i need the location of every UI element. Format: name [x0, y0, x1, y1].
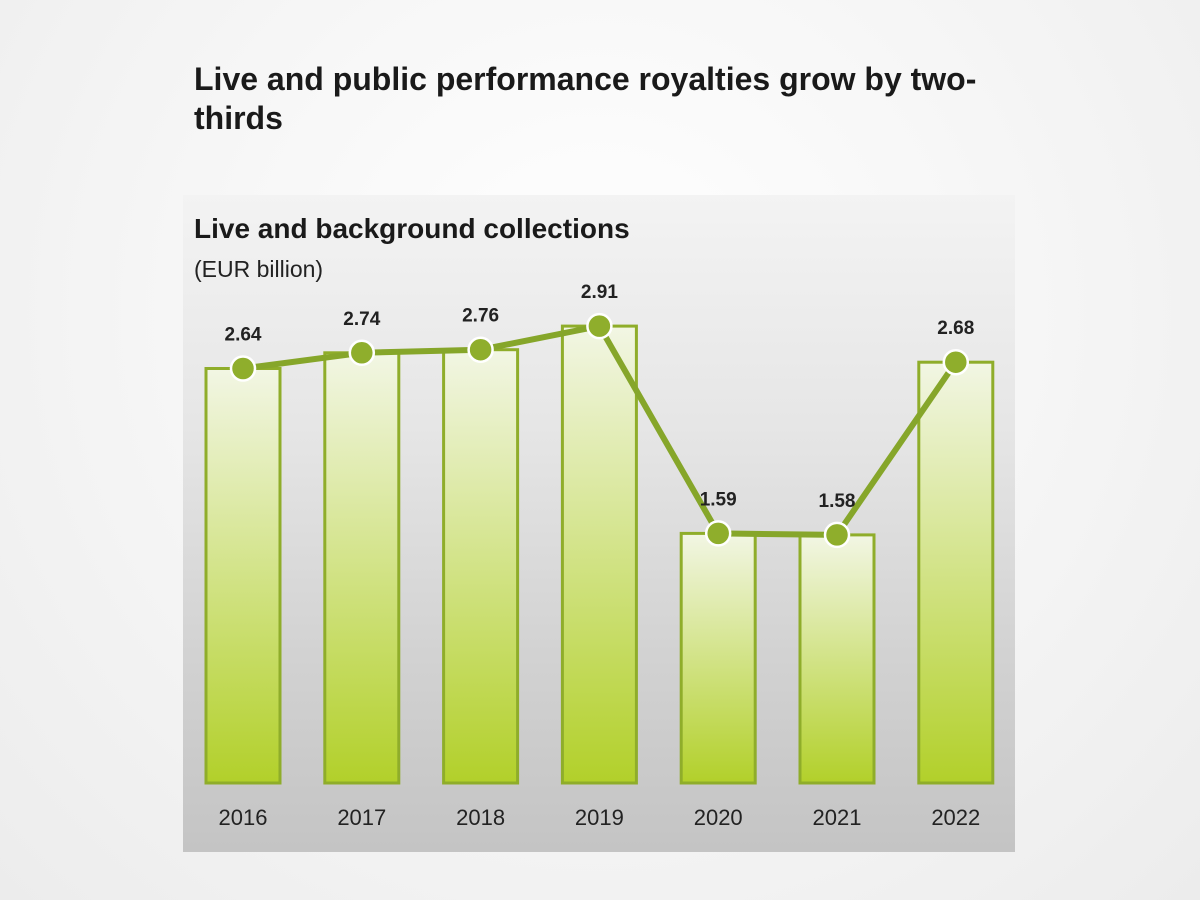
point-2020 [704, 520, 732, 547]
x-tick-labels-group: 2016 2017 2018 2019 2020 2021 2022 [219, 805, 981, 830]
point-2022 [942, 348, 970, 376]
data-label: 2.76 [462, 306, 499, 327]
data-labels-group: 2.64 2.74 2.76 2.91 1.59 1.58 2.68 [225, 282, 975, 512]
x-tick-label: 2017 [337, 805, 386, 830]
bar-2020 [679, 531, 757, 785]
data-label: 2.74 [343, 309, 380, 330]
bar-2022 [917, 360, 995, 785]
x-tick-label: 2021 [813, 805, 862, 830]
point-2017 [348, 339, 376, 367]
data-label: 2.64 [225, 325, 262, 346]
point-2021 [823, 521, 851, 549]
headline: Live and public performance royalties gr… [194, 61, 977, 136]
x-tick-label: 2022 [931, 805, 980, 830]
bar-2017 [323, 351, 401, 785]
data-label: 1.59 [700, 489, 737, 510]
markers-group [229, 312, 970, 549]
bar-2019 [560, 324, 638, 785]
bars-group [204, 324, 995, 785]
x-tick-label: 2016 [219, 805, 268, 830]
x-tick-label: 2018 [456, 805, 505, 830]
point-2018 [467, 336, 494, 363]
bar-2021 [798, 533, 876, 785]
point-2016 [229, 355, 257, 382]
data-label: 2.68 [937, 318, 974, 339]
bar-2016 [204, 367, 282, 785]
x-tick-label: 2019 [575, 805, 624, 830]
point-2019 [586, 312, 613, 340]
data-label: 1.58 [819, 491, 856, 512]
data-label: 2.91 [581, 282, 618, 303]
chart-unit-label: (EUR billion) [194, 256, 324, 282]
x-tick-label: 2020 [694, 805, 743, 830]
bar-2018 [442, 348, 520, 785]
chart-title: Live and background collections [194, 213, 630, 244]
